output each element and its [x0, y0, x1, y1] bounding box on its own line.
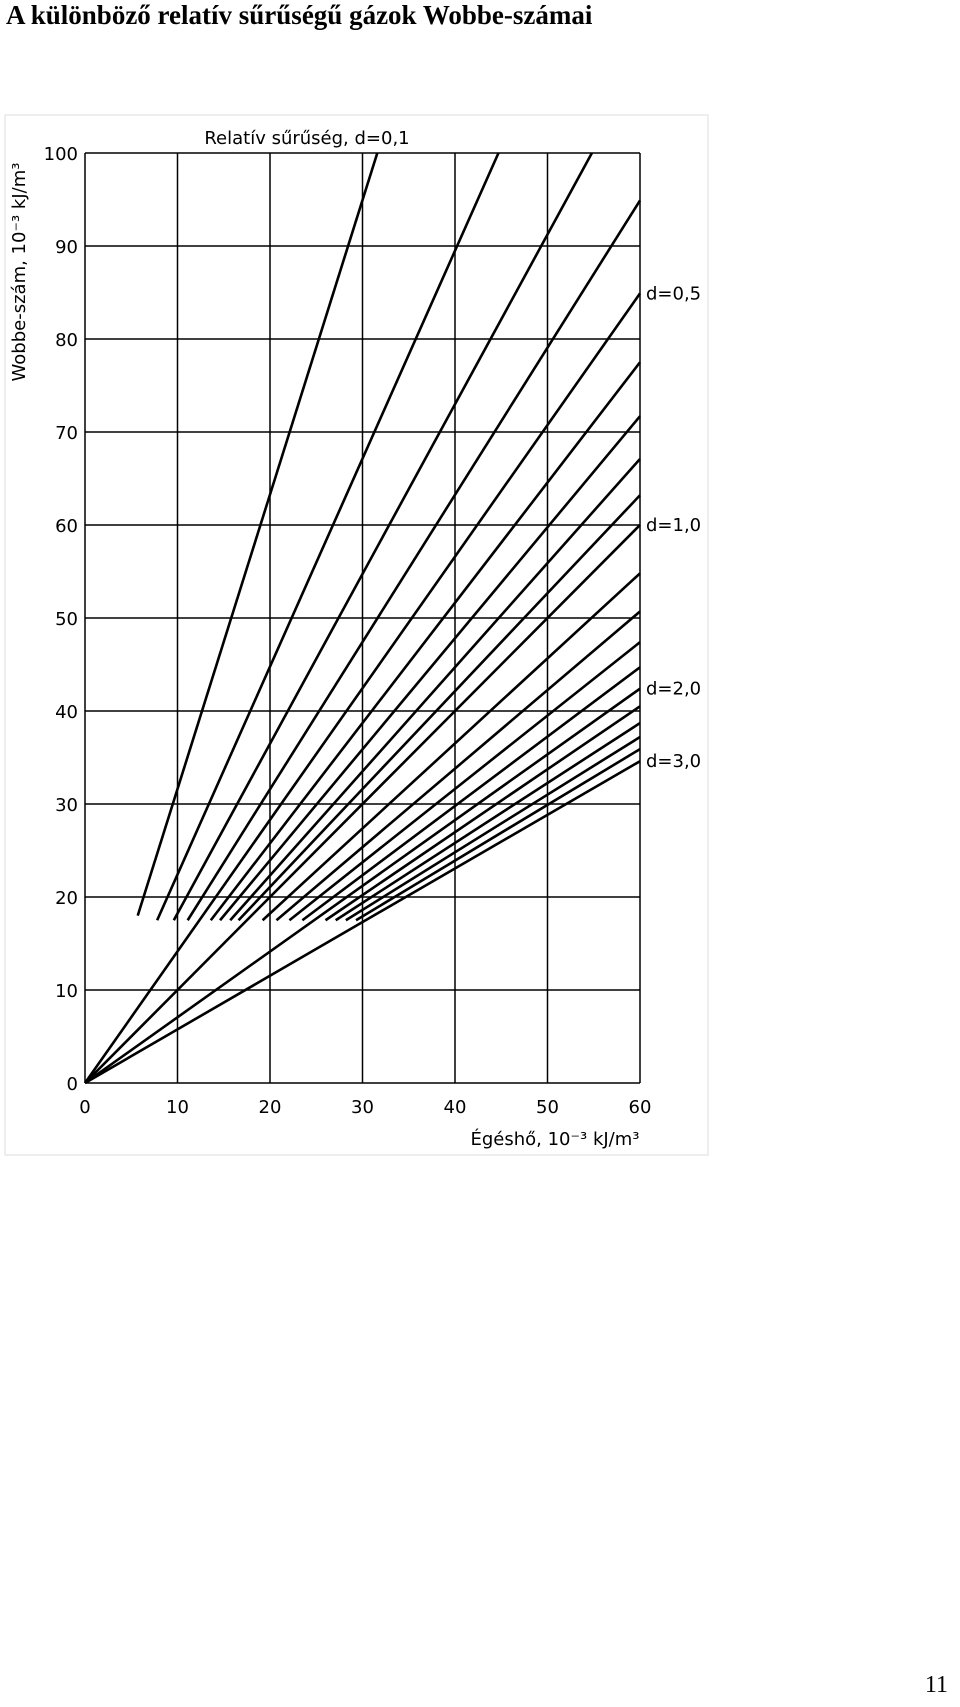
series-line — [334, 721, 641, 922]
y-tick-label: 70 — [55, 423, 78, 444]
y-tick-label: 20 — [55, 888, 78, 909]
x-tick-label: 20 — [259, 1097, 282, 1118]
chart-frame — [4, 114, 709, 1156]
annotation: d=2,0 — [646, 679, 701, 700]
series-line — [324, 705, 641, 922]
annotation: d=3,0 — [646, 751, 701, 772]
y-tick-label: 40 — [55, 702, 78, 723]
y-axis-label: Wobbe-szám, 10⁻³ kJ/m³ — [9, 163, 30, 382]
series-line — [136, 152, 379, 916]
y-tick-label: 90 — [55, 237, 78, 258]
series-line — [345, 735, 641, 922]
series-line — [301, 666, 641, 922]
series-line — [355, 748, 641, 922]
y-tick-label: 0 — [67, 1074, 78, 1095]
series-line — [229, 458, 641, 922]
y-tick-label: 80 — [55, 330, 78, 351]
y-tick-label: 10 — [55, 981, 78, 1002]
series-line — [84, 524, 641, 1084]
annotation: d=0,5 — [646, 283, 701, 304]
chart-title: Relatív sűrűség, d=0,1 — [204, 128, 409, 149]
y-tick-label: 60 — [55, 516, 78, 537]
x-tick-label: 30 — [351, 1097, 374, 1118]
series-line — [209, 361, 642, 922]
series-line — [237, 494, 641, 922]
x-tick-label: 0 — [79, 1097, 90, 1118]
x-axis-label: Égéshő, 10⁻³ kJ/m³ — [470, 1128, 639, 1150]
series-line — [83, 292, 642, 1084]
y-tick-label: 50 — [55, 609, 78, 630]
series-line — [288, 641, 641, 922]
x-tick-label: 10 — [166, 1097, 189, 1118]
annotation: d=1,0 — [646, 515, 701, 536]
series-line — [275, 610, 641, 922]
document-title: A különböző relatív sűrűségű gázok Wobbe… — [6, 0, 593, 30]
x-tick-label: 60 — [629, 1097, 652, 1118]
y-tick-label: 30 — [55, 795, 78, 816]
y-tick-label: 100 — [44, 144, 78, 165]
page-number: 11 — [924, 1672, 948, 1698]
series-line — [84, 760, 641, 1085]
series-line — [172, 152, 594, 921]
series-line — [84, 687, 641, 1085]
series-line — [155, 152, 500, 921]
series-line — [186, 199, 642, 921]
x-tick-label: 50 — [536, 1097, 559, 1118]
x-tick-label: 40 — [444, 1097, 467, 1118]
series-line — [219, 415, 641, 922]
series-line — [261, 572, 641, 922]
